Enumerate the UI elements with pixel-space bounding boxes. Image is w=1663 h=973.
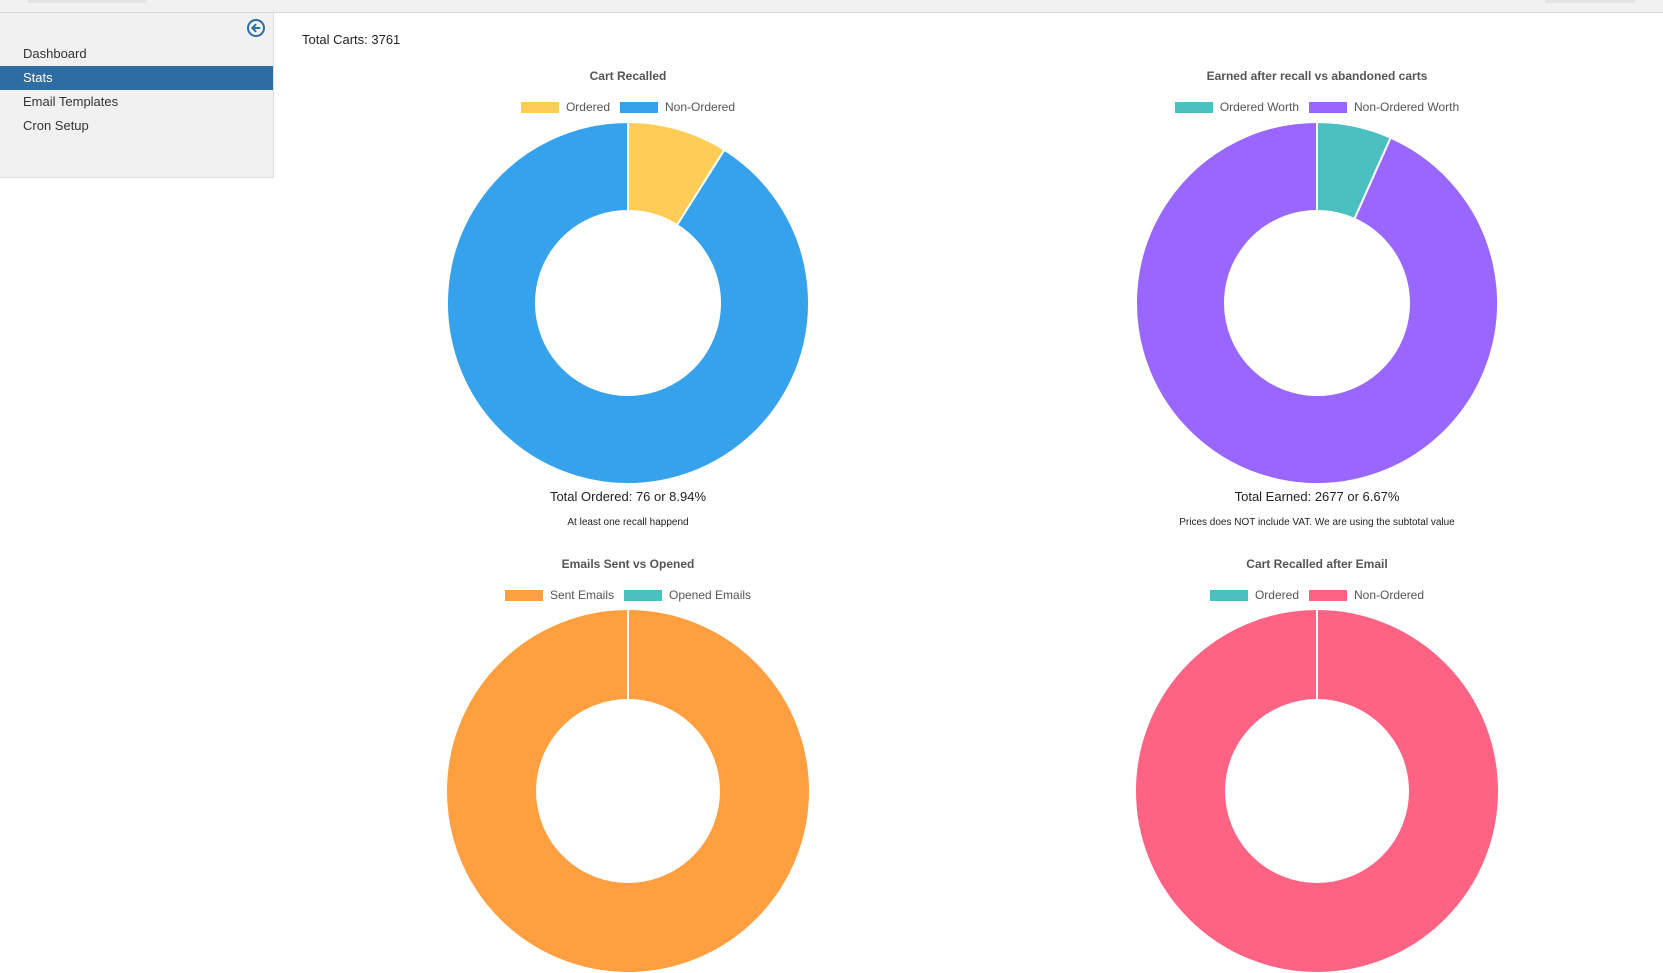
chart-title: Earned after recall vs abandoned carts [1206, 69, 1428, 83]
chart-legend: Sent Emails Opened Emails [368, 588, 888, 602]
chart-title: Emails Sent vs Opened [561, 557, 695, 571]
chart-legend: Ordered Non-Ordered [1057, 588, 1577, 602]
chart-note: Prices does NOT include VAT. We are usin… [1179, 517, 1455, 528]
total-carts-label: Total Carts: 3761 [302, 32, 401, 47]
legend-swatch [520, 101, 559, 113]
legend-label: Ordered [565, 100, 610, 114]
legend-label: Non-Ordered Worth [1354, 100, 1460, 114]
legend-item-non-ordered[interactable]: Non-Ordered [1309, 588, 1424, 602]
doughnut-chart [1136, 610, 1498, 972]
legend-label: Sent Emails [549, 588, 614, 602]
legend-item-ordered-worth[interactable]: Ordered Worth [1174, 100, 1299, 114]
legend-item-opened-emails[interactable]: Opened Emails [623, 588, 752, 602]
top-bar [0, 0, 1663, 13]
chart-total: Total Earned: 2677 or 6.67% [1234, 489, 1400, 504]
legend-label: Opened Emails [668, 588, 752, 602]
legend-item-non-ordered[interactable]: Non-Ordered [620, 100, 735, 114]
legend-item-non-ordered-worth[interactable]: Non-Ordered Worth [1309, 100, 1459, 114]
top-bar-tab-left[interactable] [28, 0, 146, 3]
sidebar-item-dashboard[interactable]: Dashboard [23, 46, 87, 61]
legend-item-ordered[interactable]: Ordered [520, 100, 610, 114]
chart-legend: Ordered Worth Non-Ordered Worth [1057, 100, 1577, 114]
slice-non-ordered-worth[interactable] [1135, 121, 1499, 485]
legend-label: Non-Ordered [665, 100, 736, 114]
legend-label: Non-Ordered [1354, 588, 1425, 602]
sidebar-item-email-templates[interactable]: Email Templates [23, 94, 119, 109]
doughnut-chart [1135, 121, 1499, 485]
legend-item-ordered[interactable]: Ordered [1209, 588, 1299, 602]
legend-swatch [620, 101, 658, 113]
slice-non-ordered[interactable] [446, 121, 810, 485]
chart-legend: Ordered Non-Ordered [368, 100, 888, 114]
legend-swatch [1309, 589, 1347, 601]
sidebar-nav: Dashboard Stats Email Templates Cron Set… [0, 42, 273, 138]
chart-title: Cart Recalled after Email [1246, 557, 1388, 571]
chart-total: Total Ordered: 76 or 8.94% [549, 489, 707, 504]
legend-swatch [1309, 101, 1347, 113]
doughnut-chart [446, 121, 810, 485]
top-bar-tab-right[interactable] [1545, 0, 1635, 3]
chart-title: Cart Recalled [589, 69, 667, 83]
sidebar-item-stats[interactable]: Stats [0, 66, 273, 90]
legend-swatch [623, 589, 662, 601]
doughnut-chart [447, 610, 809, 972]
legend-swatch [1174, 101, 1213, 113]
legend-swatch [504, 589, 543, 601]
sidebar: Dashboard Stats Email Templates Cron Set… [0, 13, 274, 178]
sidebar-item-cron-setup[interactable]: Cron Setup [23, 118, 89, 133]
legend-label: Ordered [1254, 588, 1299, 602]
arrow-circle-left-icon[interactable] [246, 18, 266, 38]
chart-note: At least one recall happend [567, 517, 689, 528]
legend-item-sent-emails[interactable]: Sent Emails [504, 588, 614, 602]
legend-label: Ordered Worth [1219, 100, 1299, 114]
legend-swatch [1209, 589, 1248, 601]
